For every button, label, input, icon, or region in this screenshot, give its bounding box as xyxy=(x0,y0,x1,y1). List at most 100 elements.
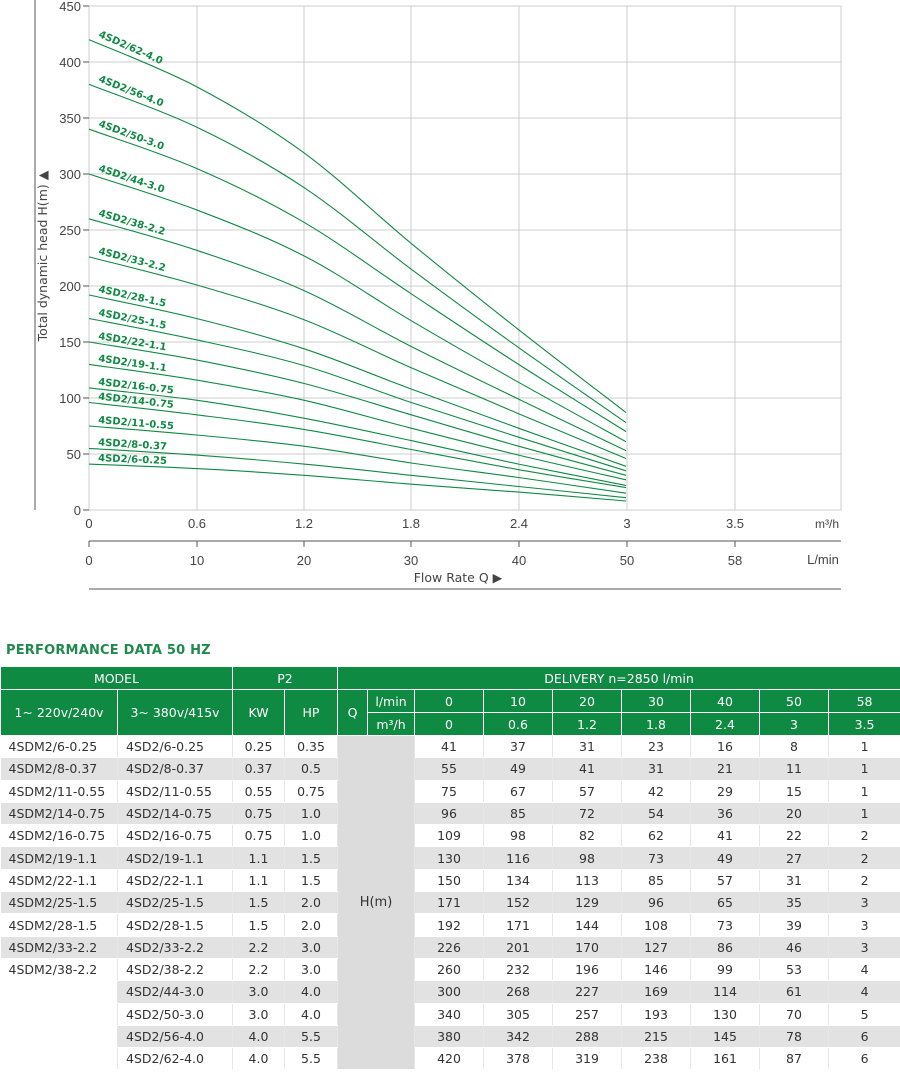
lmin-value: 40 xyxy=(690,689,760,713)
head-value: 85 xyxy=(621,869,691,893)
table-row: 4SD2/50-3.0 3.0 4.0 340 305 257 193 130 70 5 xyxy=(0,1003,900,1026)
m3h-value: 0 xyxy=(414,712,484,736)
table-row: 4SDM2/38-2.2 4SD2/38-2.2 2.2 3.0 260 232 196 14… xyxy=(0,958,900,982)
head-value: 145 xyxy=(690,1025,760,1049)
x-tick-label-lmin: 50 xyxy=(620,553,634,568)
head-value: 42 xyxy=(621,780,691,803)
x-tick-label-m3h: 2.4 xyxy=(510,516,528,531)
model-three-phase: 4SD2/22-1.1 xyxy=(117,869,233,893)
model-three-phase: 4SD2/44-3.0 xyxy=(117,980,233,1004)
head-value: 288 xyxy=(552,1025,622,1049)
model-three-phase: 4SD2/16-0.75 xyxy=(117,824,233,848)
head-value: 3 xyxy=(828,891,900,915)
series-label: 4SD2/8-0.37 xyxy=(98,437,167,452)
head-value: 31 xyxy=(621,757,691,781)
power-kw: 4.0 xyxy=(232,1047,285,1071)
power-kw: 1.1 xyxy=(232,869,285,893)
model-single-phase xyxy=(0,1047,118,1071)
head-value: 36 xyxy=(690,802,760,826)
model-three-phase: 4SD2/19-1.1 xyxy=(117,846,233,870)
head-value: 54 xyxy=(621,802,691,826)
head-value: 20 xyxy=(759,802,829,826)
x-unit-m3h: m³/h xyxy=(815,517,839,531)
head-value: 4 xyxy=(828,980,900,1004)
head-value: 378 xyxy=(483,1047,553,1071)
model-three-phase: 4SD2/25-1.5 xyxy=(117,891,233,915)
head-value: 27 xyxy=(759,846,829,870)
head-value: 41 xyxy=(552,757,622,781)
head-value: 86 xyxy=(690,936,760,959)
head-value: 73 xyxy=(621,846,691,870)
head-value: 96 xyxy=(414,802,484,826)
head-value: 2 xyxy=(828,824,900,848)
table-row: 4SDM2/22-1.1 4SD2/22-1.1 1.1 1.5 150 134 113 85… xyxy=(0,869,900,893)
x-tick-label-lmin: 30 xyxy=(404,553,418,568)
model-single-phase: 4SDM2/38-2.2 xyxy=(0,958,118,982)
head-value: 171 xyxy=(483,913,553,937)
head-value: 134 xyxy=(483,869,553,893)
head-value: 78 xyxy=(759,1025,829,1049)
head-value: 150 xyxy=(414,869,484,893)
head-value: 193 xyxy=(621,1003,691,1026)
series-curve xyxy=(88,387,627,486)
head-value: 55 xyxy=(414,757,484,781)
head-value: 161 xyxy=(690,1047,760,1071)
x-tick-label-m3h: 3.5 xyxy=(726,516,744,531)
head-value: 37 xyxy=(483,735,553,759)
head-value: 227 xyxy=(552,980,622,1004)
header-delivery: DELIVERY n=2850 l/min xyxy=(336,666,900,690)
head-value: 3 xyxy=(828,913,900,937)
head-value: 116 xyxy=(483,846,553,870)
head-value: 87 xyxy=(759,1047,829,1071)
y-tick-label: 0 xyxy=(74,503,81,518)
table-row: 4SDM2/16-0.75 4SD2/16-0.75 0.75 1.0 109 98 82 6… xyxy=(0,824,900,848)
table-row: 4SDM2/33-2.2 4SD2/33-2.2 2.2 3.0 226 201 170 12… xyxy=(0,936,900,959)
head-value: 53 xyxy=(759,958,829,982)
model-three-phase: 4SD2/56-4.0 xyxy=(117,1025,233,1049)
table-row: 4SDM2/11-0.55 4SD2/11-0.55 0.55 0.75 75 67 57 4… xyxy=(0,780,900,803)
head-value: 35 xyxy=(759,891,829,915)
y-tick-label: 150 xyxy=(59,335,81,350)
model-single-phase: 4SDM2/11-0.55 xyxy=(0,780,118,803)
x-axis-title: Flow Rate Q ▶ xyxy=(414,570,503,585)
power-hp: 2.0 xyxy=(284,913,338,937)
m3h-value: 2.4 xyxy=(690,712,760,736)
series-curve xyxy=(88,256,627,460)
head-value: 67 xyxy=(483,780,553,803)
head-value: 257 xyxy=(552,1003,622,1026)
head-value: 61 xyxy=(759,980,829,1004)
head-value: 98 xyxy=(552,846,622,870)
head-value: 23 xyxy=(621,735,691,759)
x-tick-label-m3h: 1.8 xyxy=(402,516,420,531)
head-value: 39 xyxy=(759,913,829,937)
head-value: 226 xyxy=(414,936,484,959)
y-tick-label: 250 xyxy=(59,223,81,238)
head-value: 16 xyxy=(690,735,760,759)
model-single-phase: 4SDM2/8-0.37 xyxy=(0,757,118,781)
head-value: 41 xyxy=(414,735,484,759)
head-value: 192 xyxy=(414,913,484,937)
model-three-phase: 4SD2/6-0.25 xyxy=(117,735,233,759)
power-kw: 4.0 xyxy=(232,1025,285,1049)
lmin-value: 30 xyxy=(621,689,691,713)
head-value: 98 xyxy=(483,824,553,848)
series-curve xyxy=(88,294,627,467)
head-value: 11 xyxy=(759,757,829,781)
head-value: 2 xyxy=(828,846,900,870)
head-value: 46 xyxy=(759,936,829,959)
model-single-phase: 4SDM2/6-0.25 xyxy=(0,735,118,759)
head-value: 300 xyxy=(414,980,484,1004)
head-value: 196 xyxy=(552,958,622,982)
y-tick-label: 100 xyxy=(59,391,81,406)
head-value: 109 xyxy=(414,824,484,848)
head-value: 21 xyxy=(690,757,760,781)
head-value: 99 xyxy=(690,958,760,982)
power-hp: 3.0 xyxy=(284,958,338,982)
head-value: 8 xyxy=(759,735,829,759)
power-hp: 2.0 xyxy=(284,891,338,915)
model-three-phase: 4SD2/33-2.2 xyxy=(117,936,233,959)
head-value: 5 xyxy=(828,1003,900,1026)
table-row: 4SDM2/6-0.25 4SD2/6-0.25 0.25 0.35 H(m) 41 37 3… xyxy=(0,735,900,1071)
head-value: 146 xyxy=(621,958,691,982)
head-value: 130 xyxy=(414,846,484,870)
